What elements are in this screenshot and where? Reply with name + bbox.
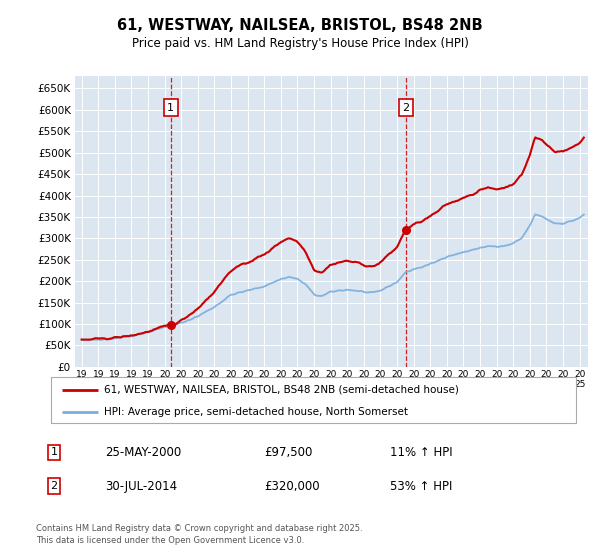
Text: 1: 1 [50, 447, 58, 458]
Text: £320,000: £320,000 [264, 479, 320, 493]
Text: Contains HM Land Registry data © Crown copyright and database right 2025.
This d: Contains HM Land Registry data © Crown c… [36, 524, 362, 545]
Text: 61, WESTWAY, NAILSEA, BRISTOL, BS48 2NB: 61, WESTWAY, NAILSEA, BRISTOL, BS48 2NB [117, 18, 483, 32]
Text: 11% ↑ HPI: 11% ↑ HPI [390, 446, 452, 459]
Text: 2: 2 [50, 481, 58, 491]
Text: Price paid vs. HM Land Registry's House Price Index (HPI): Price paid vs. HM Land Registry's House … [131, 37, 469, 50]
Text: £97,500: £97,500 [264, 446, 313, 459]
Text: 25-MAY-2000: 25-MAY-2000 [105, 446, 181, 459]
Text: 53% ↑ HPI: 53% ↑ HPI [390, 479, 452, 493]
Text: 1: 1 [167, 102, 174, 113]
Text: 61, WESTWAY, NAILSEA, BRISTOL, BS48 2NB (semi-detached house): 61, WESTWAY, NAILSEA, BRISTOL, BS48 2NB … [104, 385, 458, 395]
Text: HPI: Average price, semi-detached house, North Somerset: HPI: Average price, semi-detached house,… [104, 407, 407, 417]
Text: 2: 2 [403, 102, 410, 113]
FancyBboxPatch shape [51, 377, 576, 423]
Text: 30-JUL-2014: 30-JUL-2014 [105, 479, 177, 493]
